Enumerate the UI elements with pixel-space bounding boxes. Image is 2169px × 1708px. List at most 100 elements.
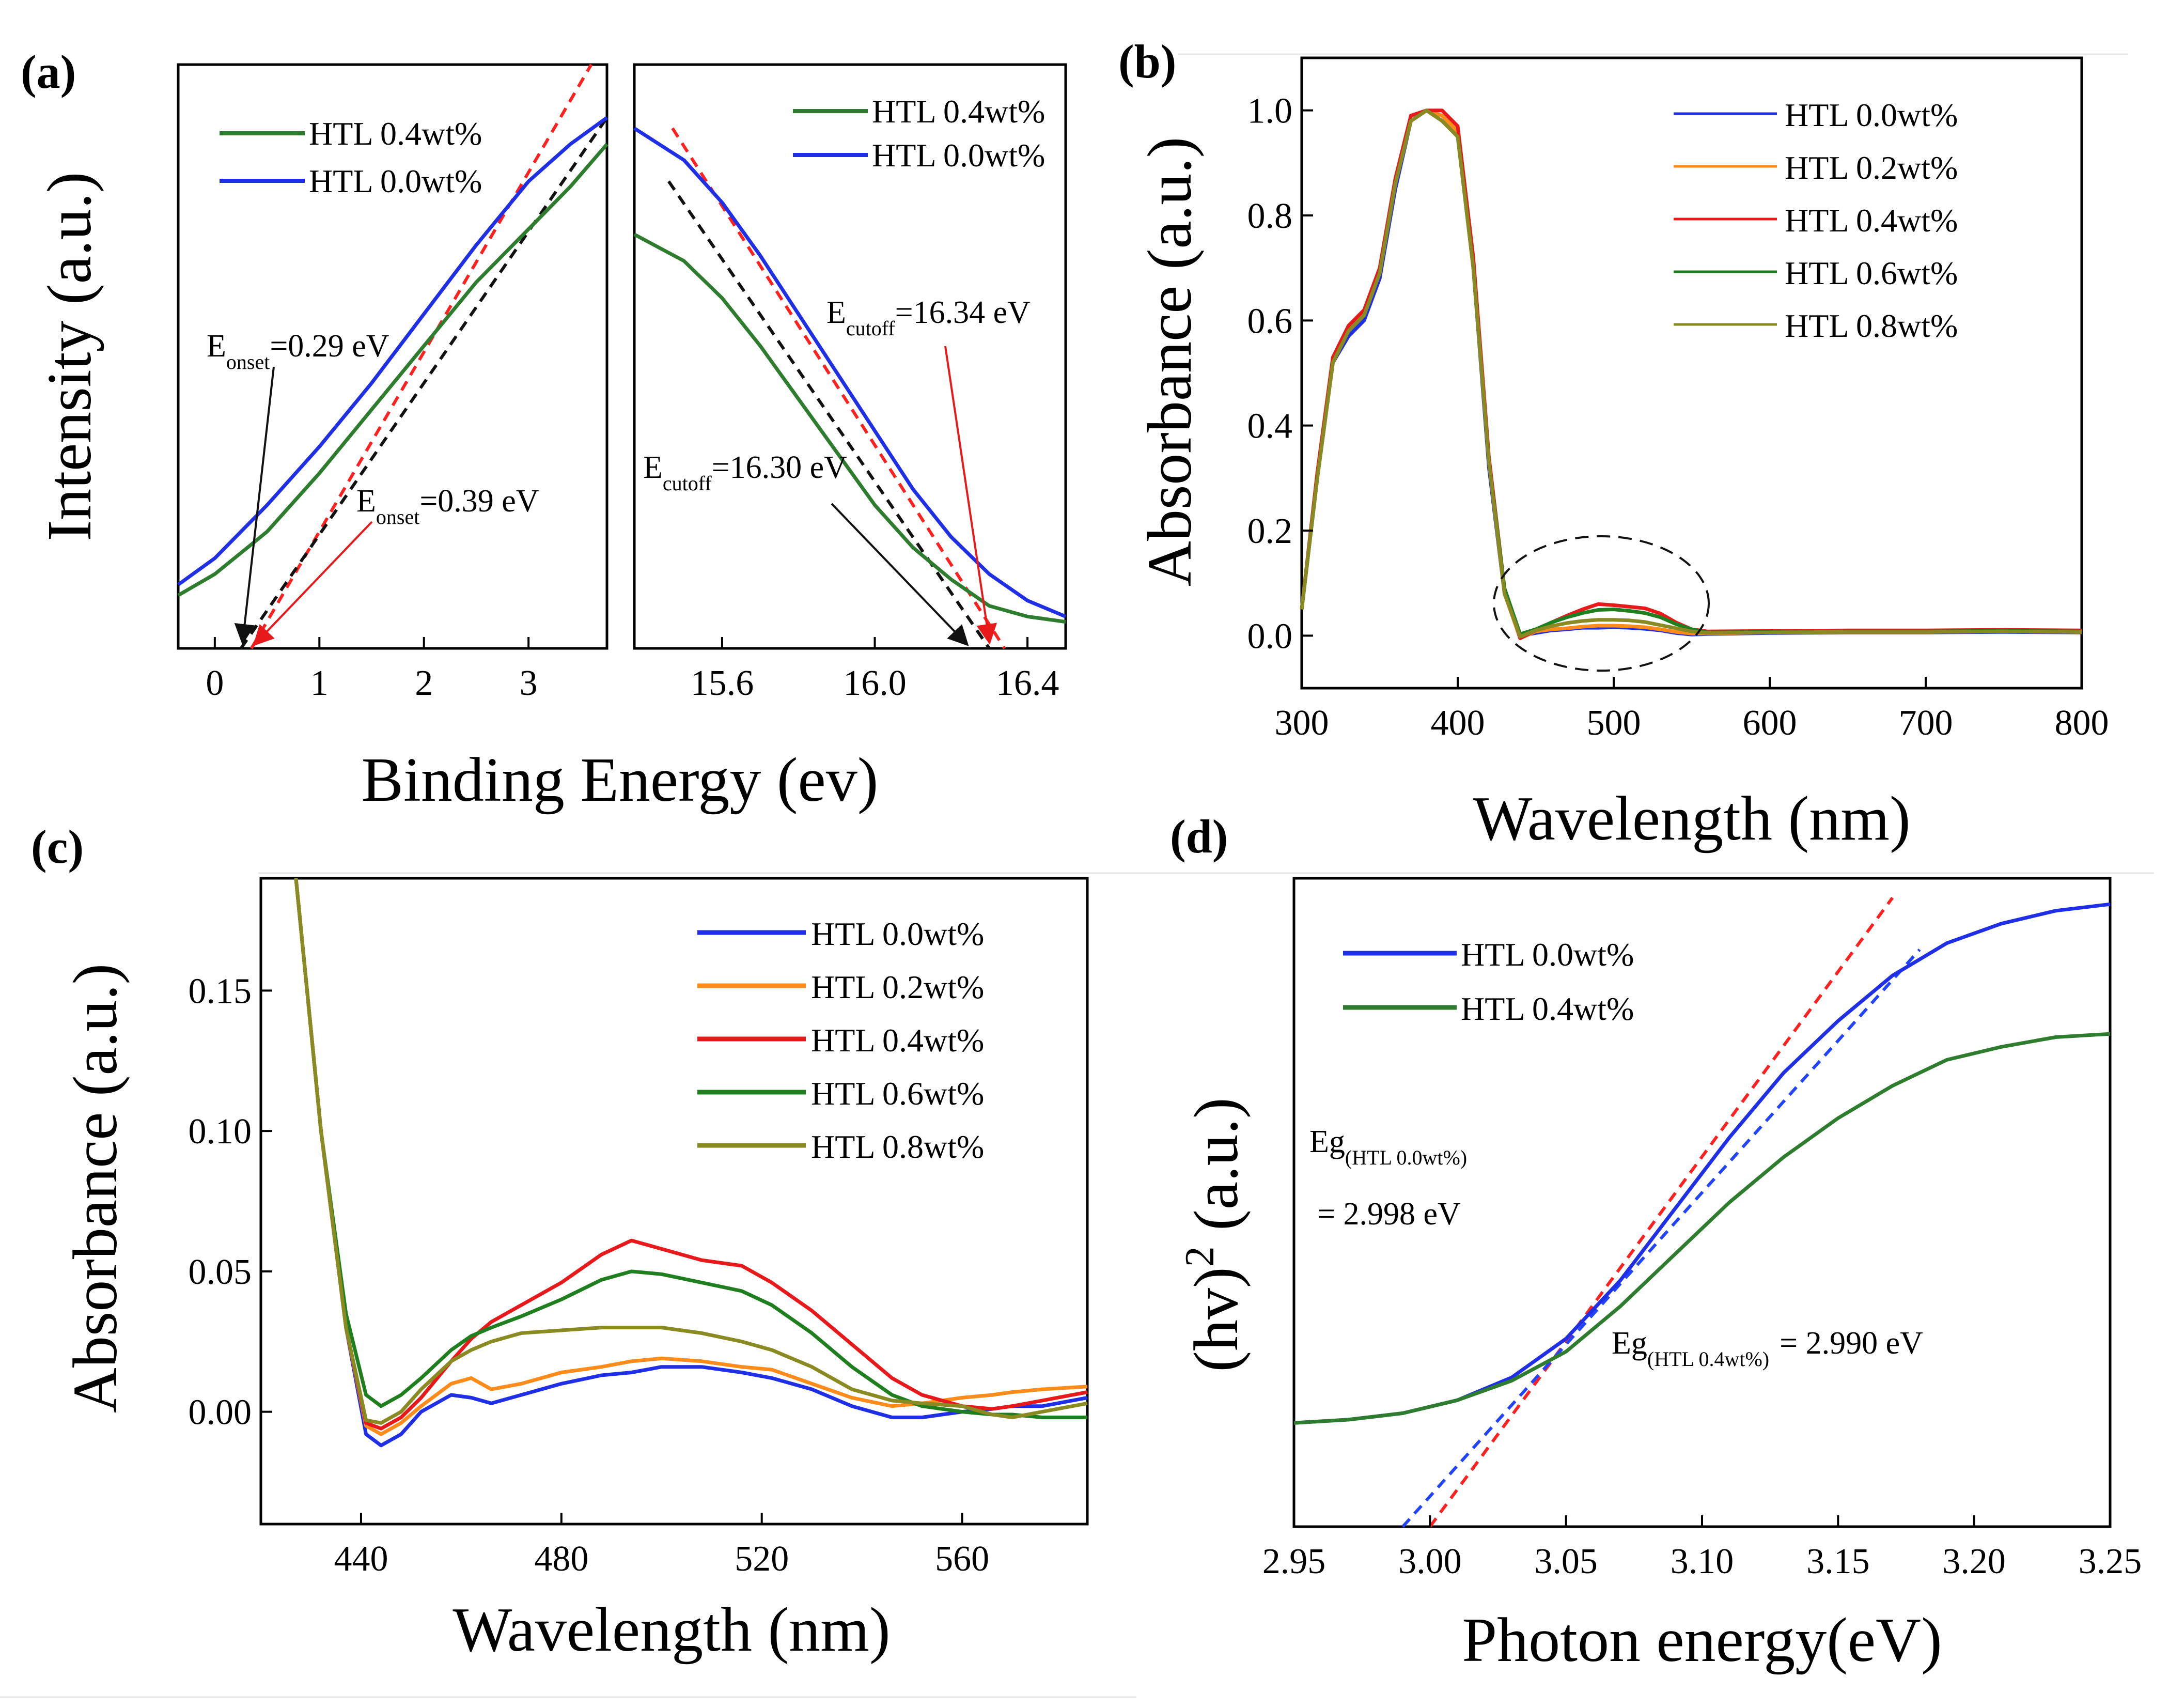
series-line-htl-0-6wt- <box>294 878 1087 1419</box>
x-tick-label: 3.25 <box>2079 1542 2142 1581</box>
y-tick-label: 0.00 <box>189 1393 252 1433</box>
x-tick-label: 2.95 <box>1262 1542 1326 1581</box>
y-tick-label: 0.8 <box>1247 196 1293 236</box>
panel-b: (b) 300 400 500 600 700 800 0.0 0.2 0.4 0.6 0.8 1.0… <box>1118 35 2128 853</box>
panel-c-frame <box>259 877 1089 1526</box>
panel-c-label: (c) <box>31 820 84 873</box>
annotation-arrow <box>831 503 969 646</box>
x-tick-label: 3.00 <box>1398 1542 1462 1581</box>
y-tick-label: 0.10 <box>189 1112 252 1152</box>
x-tick-label: 3.20 <box>1942 1542 2006 1581</box>
annotation-arrow <box>234 366 275 645</box>
legend-label: HTL 0.4wt% <box>309 115 482 152</box>
legend-label: HTL 0.6wt% <box>811 1075 984 1112</box>
panel-b-frame <box>1300 56 2083 690</box>
panel-a-xlabel: Binding Energy (ev) <box>362 745 879 815</box>
series-line-htl-0-0wt- <box>177 116 608 586</box>
panel-c-ylabel: Absorbance (a.u.) <box>60 964 130 1414</box>
x-tick-label: 560 <box>935 1539 989 1579</box>
x-tick-label: 3.15 <box>1806 1542 1870 1581</box>
legend-label: HTL 0.4wt% <box>1461 990 1634 1027</box>
y-tick-label: 0.0 <box>1247 616 1293 656</box>
legend-label: HTL 0.8wt% <box>1785 307 1958 344</box>
panel-a-left-legend: HTL 0.4wt% HTL 0.0wt% <box>220 115 482 199</box>
annotation-arrow <box>944 346 997 645</box>
panel-a-label: (a) <box>21 45 76 98</box>
legend-label: HTL 0.0wt% <box>811 915 984 952</box>
panel-d-xlabel: Photon energy(eV) <box>1462 1605 1942 1675</box>
series-line-htl-0-8wt- <box>294 878 1088 1425</box>
annotation-cutoff-1630: Ecutoff=16.30 eV <box>643 450 847 495</box>
panel-a-right-legend: HTL 0.4wt% HTL 0.0wt% <box>793 93 1045 174</box>
annotation-arrow <box>253 521 373 646</box>
x-tick-label: 16.0 <box>843 663 907 703</box>
x-tick-label: 700 <box>1899 703 1953 743</box>
series-line-htl-0-8wt- <box>1300 108 2082 639</box>
panel-d-ylabel: (hv)2 (a.u.) <box>1177 1097 1251 1372</box>
panel-a-right-plot: 15.6 16.0 16.4 <box>633 127 1067 703</box>
x-tick-label: 16.4 <box>996 663 1059 703</box>
panel-b-label: (b) <box>1118 35 1176 88</box>
panel-a-ylabel: Intensity (a.u.) <box>35 172 104 541</box>
legend-label: HTL 0.0wt% <box>872 137 1045 174</box>
x-tick-label: 1 <box>310 663 329 703</box>
x-tick-label: 2 <box>415 663 433 703</box>
panel-c: (c) 440 480 520 560 0.00 0.05 0.10 0.15 HTL 0.0w… <box>31 820 1136 1665</box>
tangent-fit-line <box>1401 949 1921 1528</box>
x-tick-label: 520 <box>735 1539 789 1579</box>
panel-d-label: (d) <box>1170 810 1228 863</box>
legend-label: HTL 0.8wt% <box>811 1128 984 1165</box>
series-line-htl-0-4wt- <box>177 143 608 597</box>
legend-label: HTL 0.0wt% <box>1785 97 1958 133</box>
panel-c-plot: 440 480 520 560 0.00 0.05 0.10 0.15 HTL 0.0wt% HT… <box>189 878 1088 1579</box>
legend-label: HTL 0.2wt% <box>811 969 984 1005</box>
panel-b-plot: 300 400 500 600 700 800 0.0 0.2 0.4 0.6 0.8 1.0 HTL … <box>1247 91 2109 743</box>
x-tick-label: 3.05 <box>1534 1542 1598 1581</box>
legend-label: HTL 0.0wt% <box>1461 936 1634 973</box>
legend-label: HTL 0.4wt% <box>872 93 1045 130</box>
x-tick-label: 3.10 <box>1671 1542 1734 1581</box>
y-tick-label: 0.6 <box>1247 301 1293 341</box>
series-line-htl-0-0wt- <box>633 127 1067 618</box>
x-tick-label: 800 <box>2055 703 2109 743</box>
panel-b-ylabel: Absorbance (a.u.) <box>1135 137 1205 587</box>
panel-d: (d) 2.95 3.00 3.05 3.10 3.15 3.20 3.25 HTL 0.0w… <box>1136 810 2154 1675</box>
panel-a-left-frame <box>177 63 608 650</box>
series-line-htl-0-0wt- <box>294 878 1088 1448</box>
series-line-htl-0-4wt- <box>1293 1032 2111 1425</box>
legend-label: HTL 0.2wt% <box>1785 149 1958 186</box>
x-tick-label: 400 <box>1431 703 1485 743</box>
panel-b-xlabel: Wavelength (nm) <box>1473 784 1910 853</box>
highlight-ellipse <box>1493 535 1710 672</box>
x-tick-label: 15.6 <box>691 663 754 703</box>
panel-a: (a) 0 1 2 3 15.6 16.0 16.4 Intensity (a.u.) B… <box>21 45 1067 815</box>
y-tick-label: 0.2 <box>1247 511 1293 551</box>
panel-a-right-frame <box>633 63 1067 650</box>
annotation-cutoff-1634: Ecutoff=16.34 eV <box>826 295 1031 340</box>
legend-label: HTL 0.6wt% <box>1785 255 1958 291</box>
y-tick-label: 0.05 <box>189 1252 252 1292</box>
x-tick-label: 3 <box>520 663 538 703</box>
legend-label: HTL 0.0wt% <box>309 163 482 199</box>
panel-a-annotations: Eonset=0.29 eV Eonset=0.39 eV Ecutoff=16… <box>207 295 1031 646</box>
annotation-eg-04: Eg(HTL 0.4wt%) = 2.990 eV <box>1612 1326 1923 1371</box>
y-tick-label: 0.15 <box>189 971 252 1011</box>
panel-c-xlabel: Wavelength (nm) <box>452 1595 890 1665</box>
legend-label: HTL 0.4wt% <box>811 1022 984 1059</box>
tangent-fit-line <box>1428 896 1894 1528</box>
tangent-fit-line <box>671 127 1006 649</box>
x-tick-label: 600 <box>1743 703 1797 743</box>
y-tick-label: 1.0 <box>1247 91 1293 131</box>
x-tick-label: 480 <box>534 1539 588 1579</box>
series-line-htl-0-4wt- <box>294 878 1088 1431</box>
series-line-htl-0-2wt- <box>294 878 1088 1436</box>
tangent-fit-line <box>239 117 608 649</box>
x-tick-label: 0 <box>206 663 224 703</box>
x-tick-label: 440 <box>334 1539 388 1579</box>
panel-d-plot: 2.95 3.00 3.05 3.10 3.15 3.20 3.25 HTL 0.0wt% HT… <box>1262 896 2142 1581</box>
x-tick-label: 500 <box>1587 703 1641 743</box>
y-tick-label: 0.4 <box>1247 407 1293 446</box>
tangent-fit-line <box>667 180 991 649</box>
tangent-fit-line <box>250 64 593 649</box>
